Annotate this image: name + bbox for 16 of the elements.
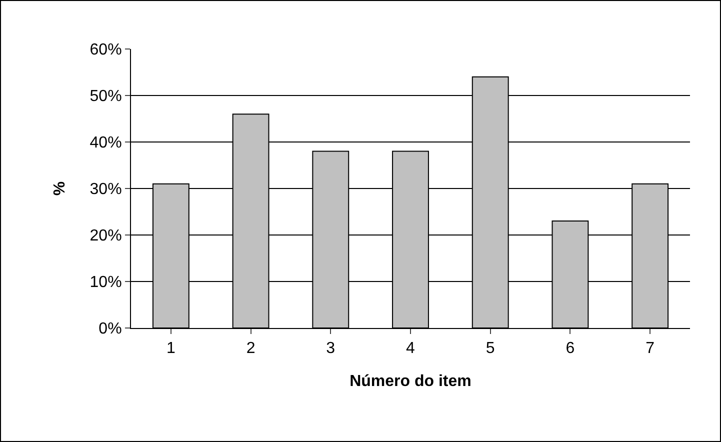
x-tick-label: 1	[166, 340, 176, 358]
y-tick-label: 20%	[90, 228, 122, 245]
y-tick-label: 50%	[90, 88, 122, 106]
x-tick-label: 5	[486, 340, 495, 358]
x-tick-label: 4	[406, 340, 416, 358]
x-tick-label: 7	[646, 340, 655, 358]
x-tick-label: 3	[326, 340, 336, 358]
y-tick-label: 60%	[90, 42, 122, 59]
x-tick-label: 2	[246, 340, 256, 358]
y-tick-label: 40%	[90, 134, 122, 152]
y-axis-title: %	[52, 181, 69, 196]
x-axis-title: Número do item	[350, 372, 472, 390]
y-tick-label: 10%	[90, 274, 122, 292]
x-tick-label: 6	[566, 340, 575, 358]
y-tick-label: 30%	[90, 181, 122, 198]
y-tick-label: 0%	[98, 320, 122, 338]
